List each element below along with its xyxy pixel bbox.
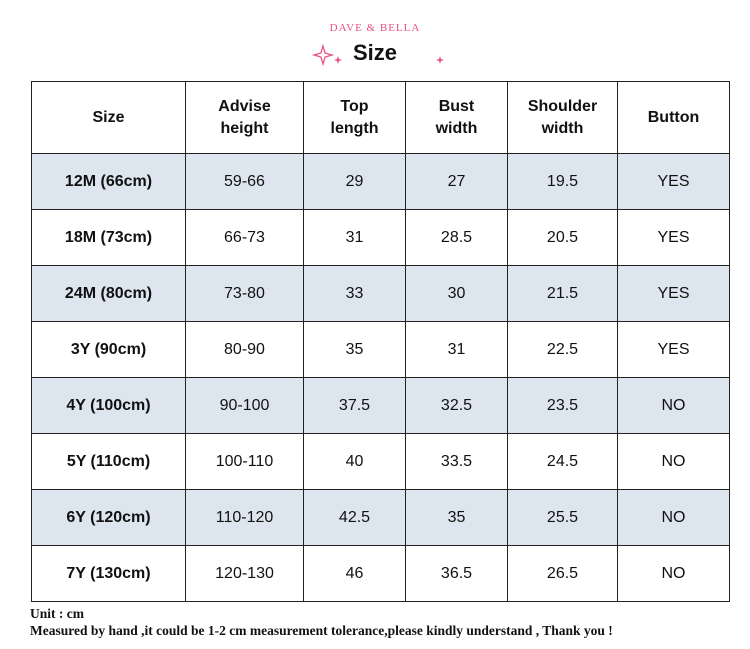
size-cell: 7Y (130cm) [31, 545, 186, 602]
table-cell: 80-90 [185, 321, 304, 378]
table-cell: 26.5 [507, 545, 618, 602]
table-cell: 35 [405, 489, 508, 546]
column-header-text: Top length [330, 97, 379, 137]
size-cell: 5Y (110cm) [31, 433, 186, 490]
table-row: 5Y (110cm) 100-110 40 33.5 24.5 NO [31, 433, 730, 490]
size-cell: 24M (80cm) [31, 265, 186, 322]
table-cell: NO [617, 433, 730, 490]
table-cell: 40 [303, 433, 406, 490]
table-cell: 23.5 [507, 377, 618, 434]
table-cell: YES [617, 153, 730, 210]
size-cell: 18M (73cm) [31, 209, 186, 266]
table-row: 18M (73cm) 66-73 31 28.5 20.5 YES [31, 209, 730, 266]
table-cell: 27 [405, 153, 508, 210]
table-cell: 35 [303, 321, 406, 378]
measure-note: Measured by hand ,it could be 1-2 cm mea… [30, 623, 613, 638]
table-row: 24M (80cm) 73-80 33 30 21.5 YES [31, 265, 730, 322]
brand: DAVE & BELLA [329, 22, 421, 34]
column-header-text: Shoulder width [527, 97, 598, 137]
column-header: Top length [303, 81, 406, 154]
table-cell: 32.5 [405, 377, 508, 434]
table-cell: 73-80 [185, 265, 304, 322]
table-cell: YES [617, 265, 730, 322]
table-cell: 31 [405, 321, 508, 378]
table-cell: NO [617, 489, 730, 546]
table-cell: 90-100 [185, 377, 304, 434]
table-cell: NO [617, 377, 730, 434]
unit-note: Unit : cm [30, 606, 84, 621]
notes: Unit : cm Measured by hand ,it could be … [30, 605, 613, 639]
table-row: 4Y (100cm) 90-100 37.5 32.5 23.5 NO [31, 377, 730, 434]
table-cell: 31 [303, 209, 406, 266]
table-cell: 24.5 [507, 433, 618, 490]
column-header-text: Size [92, 108, 125, 126]
column-header-text: Button [647, 108, 700, 126]
table-cell: 20.5 [507, 209, 618, 266]
table-cell: 66-73 [185, 209, 304, 266]
column-header: Advise height [185, 81, 304, 154]
column-header: Bust width [405, 81, 508, 154]
table-row: 6Y (120cm) 110-120 42.5 35 25.5 NO [31, 489, 730, 546]
table-cell: YES [617, 321, 730, 378]
table-cell: 29 [303, 153, 406, 210]
table-cell: 33 [303, 265, 406, 322]
table-cell: 59-66 [185, 153, 304, 210]
column-header-text: Advise height [218, 97, 271, 137]
table-cell: 120-130 [185, 545, 304, 602]
decoration [311, 43, 444, 67]
table-cell: 37.5 [303, 377, 406, 434]
table-cell: 46 [303, 545, 406, 602]
column-header: Button [617, 81, 730, 154]
table-cell: 21.5 [507, 265, 618, 322]
table-cell: 33.5 [405, 433, 508, 490]
column-header-text: Bust width [435, 97, 478, 137]
size-cell: 12M (66cm) [31, 153, 186, 210]
column-header: Shoulder width [507, 81, 618, 154]
table-cell: 36.5 [405, 545, 508, 602]
table-cell: 19.5 [507, 153, 618, 210]
table-cell: YES [617, 209, 730, 266]
table-cell: 100-110 [185, 433, 304, 490]
table-row: 3Y (90cm) 80-90 35 31 22.5 YES [31, 321, 730, 378]
table-cell: NO [617, 545, 730, 602]
column-header: Size [31, 81, 186, 154]
table-row: 12M (66cm) 59-66 29 27 19.5 YES [31, 153, 730, 210]
table-cell: 30 [405, 265, 508, 322]
size-cell: 3Y (90cm) [31, 321, 186, 378]
title: Size [352, 40, 398, 65]
table-cell: 110-120 [185, 489, 304, 546]
size-cell: 6Y (120cm) [31, 489, 186, 546]
table-row: 7Y (130cm) 120-130 46 36.5 26.5 NO [31, 545, 730, 602]
table-cell: 25.5 [507, 489, 618, 546]
table-cell: 42.5 [303, 489, 406, 546]
size-cell: 4Y (100cm) [31, 377, 186, 434]
table-cell: 22.5 [507, 321, 618, 378]
size-table: Size Advise height Top length Bust width Sho… [31, 81, 730, 602]
table-cell: 28.5 [405, 209, 508, 266]
